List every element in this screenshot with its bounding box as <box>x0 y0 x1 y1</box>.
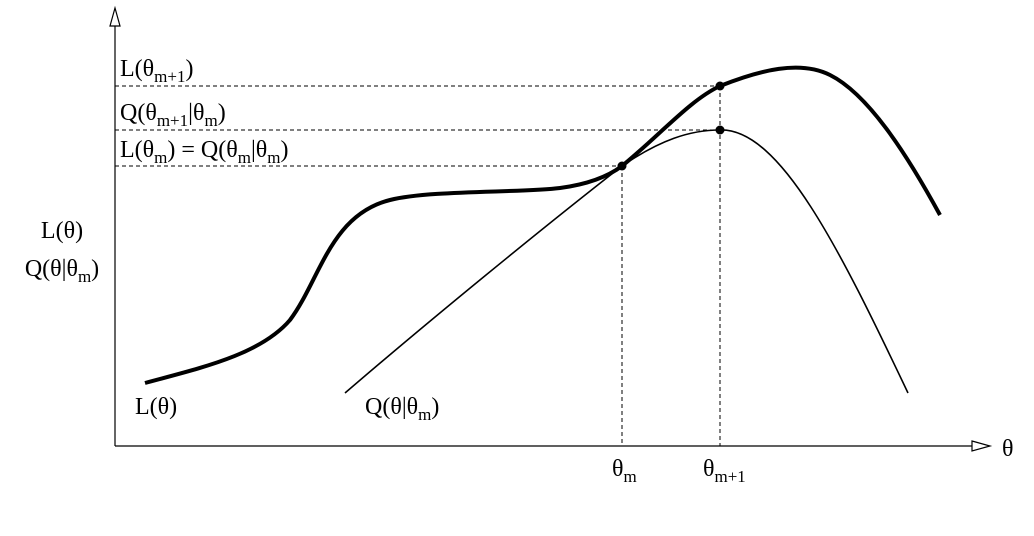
point <box>617 161 627 171</box>
axes <box>109 5 993 452</box>
subscript: m <box>418 405 431 424</box>
label: L(θm) = Q(θm|θm) <box>120 137 289 167</box>
text-segment: L(θ <box>120 56 154 82</box>
text-segment: θ <box>703 456 715 482</box>
curve-label: Q(θ|θm) <box>365 394 439 424</box>
y-axis-label: Q(θ|θm) <box>25 256 99 286</box>
text-segment: Q(θ|θ <box>25 256 78 282</box>
text-segment: |θ <box>188 100 204 126</box>
subscript: m <box>204 111 217 130</box>
text-segment: ) <box>218 100 226 126</box>
subscript: m+1 <box>157 111 188 130</box>
subscript: m <box>624 467 637 486</box>
l-curve <box>144 65 942 385</box>
text-segment: Q(θ|θ <box>365 394 418 420</box>
text-segment: θ <box>1002 436 1014 462</box>
x-axis-label: θ <box>1002 436 1014 462</box>
text-segment: ) <box>281 137 289 163</box>
text-segment: θ <box>612 456 624 482</box>
subscript: m <box>154 148 167 167</box>
point <box>715 125 725 135</box>
curve-label: L(θ) <box>135 394 177 420</box>
x-arrow <box>971 440 993 452</box>
subscript: m <box>267 148 280 167</box>
subscript: m+1 <box>715 467 746 486</box>
label: Q(θm+1|θm) <box>120 100 226 130</box>
subscript: m+1 <box>154 67 185 86</box>
y-arrow <box>109 5 121 27</box>
y-axis-label: L(θ) <box>41 218 83 244</box>
text-segment: |θ <box>251 137 267 163</box>
subscript: m <box>78 267 91 286</box>
text-segment: ) <box>91 256 99 282</box>
subscript: m <box>238 148 251 167</box>
text-segment: ) <box>185 56 193 82</box>
guides <box>115 85 721 446</box>
text-segment: L(θ) <box>135 394 177 420</box>
q-curve <box>344 129 909 394</box>
text-segment: Q(θ <box>120 100 157 126</box>
tick-label: θm+1 <box>703 456 746 486</box>
text-segment: ) <box>431 394 439 420</box>
point <box>715 81 725 91</box>
text-segment: L(θ) <box>41 218 83 244</box>
label: L(θm+1) <box>120 56 193 86</box>
tick-label: θm <box>612 456 637 486</box>
text-segment: L(θ <box>120 137 154 163</box>
text-segment: ) = Q(θ <box>167 137 237 163</box>
